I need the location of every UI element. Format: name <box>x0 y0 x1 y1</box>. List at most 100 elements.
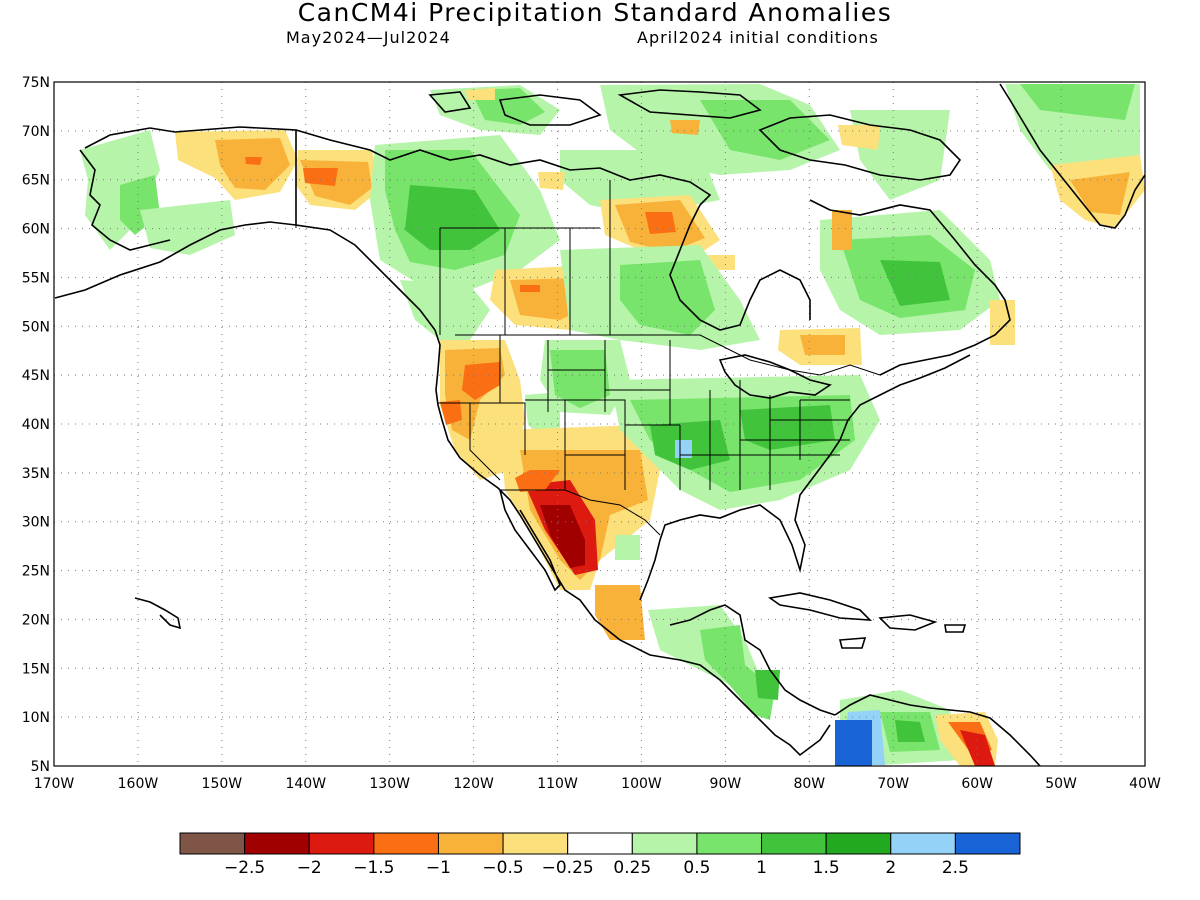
anomaly-dry-yukon-peak <box>303 168 338 186</box>
coastline-arctic-canada <box>295 129 712 206</box>
anomaly-dry-alaska-peak <box>245 157 262 165</box>
lat-label-40N: 40N <box>22 417 50 433</box>
anomaly-wet-ontario-core <box>620 260 715 335</box>
lon-label-120W: 120W <box>453 776 494 792</box>
colorbar-swatch <box>696 832 763 855</box>
longitude-labels: 170W 160W 150W 140W 130W 120W 110W 100W 90W 80W 70… <box>34 776 1161 792</box>
lat-label-50N: 50N <box>22 319 50 335</box>
colorbar-label: 0.5 <box>683 858 710 878</box>
anomaly-wet-guatemala <box>700 625 775 720</box>
lon-label-90W: 90W <box>710 776 742 792</box>
anomaly-wet-mexico-east <box>615 535 640 560</box>
coastline-great-lakes <box>718 354 832 399</box>
coastline-baja <box>499 489 561 592</box>
colorbar-label: −1 <box>426 858 451 878</box>
lon-label-100W: 100W <box>621 776 662 792</box>
lat-label-5N: 5N <box>31 759 50 775</box>
forecast-period: May2024—Jul2024 <box>286 28 451 47</box>
anomaly-wet-bc <box>400 280 490 340</box>
lon-label-80W: 80W <box>793 776 825 792</box>
map-title: CanCM4i Precipitation Standard Anomalies <box>297 0 893 27</box>
lat-label-55N: 55N <box>22 270 50 286</box>
lon-label-150W: 150W <box>202 776 243 792</box>
lat-label-10N: 10N <box>22 710 50 726</box>
colorbar-label: −1.5 <box>353 858 394 878</box>
coastline-jamaica <box>838 637 867 649</box>
lon-label-40W: 40W <box>1129 776 1161 792</box>
anomaly-wet-arctic-2b <box>700 100 830 160</box>
coastline-greenland <box>999 83 1145 229</box>
coastline-labrador <box>809 199 1011 376</box>
lon-label-60W: 60W <box>961 776 993 792</box>
anomaly-dry-arctic <box>670 120 700 135</box>
colorbar-swatch <box>890 832 956 855</box>
lat-label-45N: 45N <box>22 368 50 384</box>
anomaly-wet-basin <box>525 392 560 440</box>
colorbar-swatch <box>825 832 892 855</box>
coastline-south-america <box>834 694 1041 766</box>
colorbar-label: 2 <box>885 858 896 878</box>
anomaly-dry-greenland-core <box>1070 172 1130 215</box>
anomaly-shading <box>80 84 1145 766</box>
anomaly-wet-nwt-strong <box>405 185 500 250</box>
lon-label-50W: 50W <box>1045 776 1077 792</box>
colorbar-label: 1 <box>756 858 767 878</box>
latitude-labels: 75N 70N 65N 60N 55N 50N 45N 40N 35N 30N 25N 20N 15N 1… <box>22 75 50 775</box>
coastline-gulf-east <box>639 354 971 601</box>
border-states-east <box>679 380 850 490</box>
coastline-hudson-bay <box>669 204 811 331</box>
initial-conditions: April2024 initial conditions <box>637 28 879 47</box>
colorbar-labels: −2.5 −2 −1.5 −1 −0.5 −0.25 0.25 0.5 1 1.5 2 2.5 <box>224 858 969 878</box>
lon-label-130W: 130W <box>369 776 410 792</box>
anomaly-dry-mexico-south <box>595 585 645 640</box>
coastline-puerto-rico <box>944 624 967 633</box>
coastlines <box>54 83 1145 766</box>
border-us-canada <box>455 334 881 376</box>
coastline-victoria-island <box>498 94 602 126</box>
lon-label-110W: 110W <box>537 776 578 792</box>
anomaly-wet-missouri <box>675 440 692 458</box>
coastline-hispaniola <box>878 614 938 631</box>
coastline-yucatan <box>669 604 836 716</box>
lon-label-170W: 170W <box>34 776 75 792</box>
colorbar-swatch <box>502 832 569 855</box>
colorbar-swatch <box>308 832 375 855</box>
colorbar-swatch <box>244 832 310 855</box>
anomaly-dry-arctic-2 <box>838 125 880 150</box>
anomaly-wet-ohio <box>740 405 835 450</box>
anomaly-wet-greenland-core <box>1020 84 1135 120</box>
anomaly-dry-hudson-peak <box>645 212 676 234</box>
lat-label-25N: 25N <box>22 564 50 580</box>
colorbar-swatch <box>954 832 1021 855</box>
anomaly-wet-colombia-strong <box>895 720 925 742</box>
lon-label-70W: 70W <box>877 776 909 792</box>
colorbar-label: 2.5 <box>942 858 969 878</box>
border-states-west <box>437 335 680 490</box>
lat-label-75N: 75N <box>22 75 50 91</box>
anomaly-dry-newfoundland <box>990 300 1015 345</box>
anomaly-dry-sonora-peak <box>540 505 585 568</box>
political-borders <box>295 130 881 536</box>
coastline-ellesmere <box>617 89 762 119</box>
anomaly-dry-arctic-3 <box>465 88 495 100</box>
coastline-hawaii <box>134 597 182 630</box>
colorbar-swatch <box>179 832 246 855</box>
lat-label-20N: 20N <box>22 612 50 628</box>
colorbar-swatch <box>631 832 698 855</box>
coastline-baffin <box>758 114 962 181</box>
lat-label-60N: 60N <box>22 222 50 238</box>
anomaly-dry-quebec-west <box>832 210 852 250</box>
anomaly-dry-small <box>538 172 565 190</box>
anomaly-wet-plains-core <box>550 350 610 408</box>
anomaly-dry-ncal <box>440 400 462 425</box>
anomaly-dry-prairie-peak <box>520 285 540 292</box>
colorbar-swatch <box>373 832 439 855</box>
anomaly-dry-oregon <box>462 362 500 400</box>
colorbar-swatch <box>761 832 827 855</box>
colorbar-swatch <box>437 832 504 855</box>
anomaly-dry-sonora-ring <box>515 470 560 492</box>
lon-label-160W: 160W <box>118 776 159 792</box>
lat-label-70N: 70N <box>22 124 50 140</box>
colorbar-label: −0.5 <box>482 858 523 878</box>
